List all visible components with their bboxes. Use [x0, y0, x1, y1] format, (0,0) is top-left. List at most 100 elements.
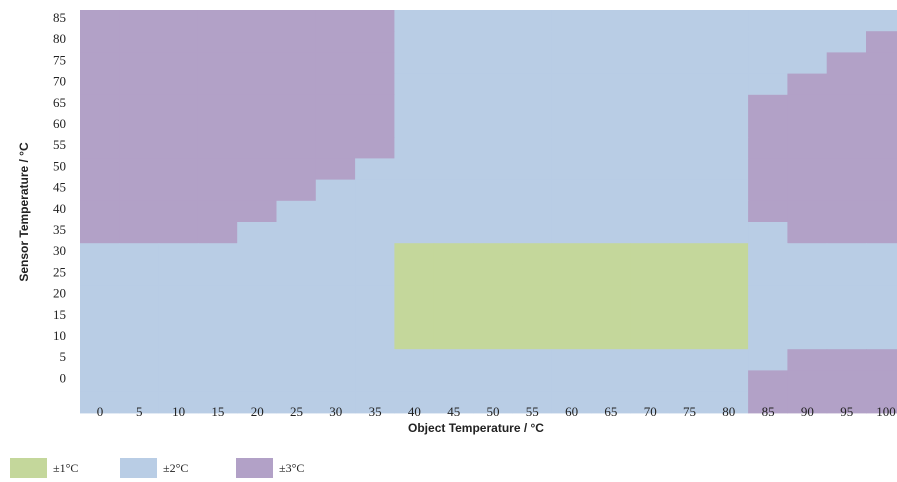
heatmap-cell	[119, 94, 160, 117]
heatmap-cell	[590, 94, 631, 117]
heatmap-cell	[787, 137, 828, 159]
heatmap-cell	[433, 391, 474, 414]
heatmap-cell	[119, 158, 160, 181]
heatmap-cell	[315, 370, 356, 393]
heatmap-cell	[590, 243, 631, 265]
heatmap-cell	[197, 137, 238, 159]
heatmap-cell	[787, 116, 828, 138]
heatmap-cell	[473, 158, 513, 181]
y-tick-label: 25	[53, 264, 66, 279]
heatmap-cell	[826, 73, 867, 96]
heatmap-cell	[394, 306, 435, 329]
heatmap-cell	[748, 243, 788, 265]
heatmap-cell	[787, 328, 828, 350]
heatmap-cell	[119, 370, 160, 393]
heatmap-cell	[669, 94, 710, 117]
heatmap-cell	[355, 306, 395, 329]
heatmap-cell	[866, 349, 897, 371]
heatmap-cell	[80, 306, 120, 329]
heatmap-cell	[355, 158, 395, 181]
heatmap-cell	[473, 116, 513, 138]
heatmap-cell	[590, 200, 631, 223]
heatmap-cell	[787, 73, 828, 96]
heatmap-cell	[80, 52, 120, 75]
heatmap-cell	[826, 243, 867, 265]
heatmap-cell	[80, 73, 120, 96]
heatmap-cell	[80, 10, 120, 32]
heatmap-cell	[197, 158, 238, 181]
heatmap-cell	[551, 328, 592, 350]
heatmap-cell	[355, 391, 395, 414]
heatmap-cell	[866, 222, 897, 244]
heatmap-cell	[748, 370, 788, 393]
heatmap-cell	[158, 285, 199, 308]
x-tick-label: 60	[565, 404, 578, 419]
heatmap-cell	[473, 31, 513, 53]
heatmap-cell	[630, 349, 671, 371]
heatmap-cell	[708, 52, 749, 75]
heatmap-cell	[787, 243, 828, 265]
heatmap-cell	[708, 31, 749, 53]
heatmap-cell	[551, 179, 592, 202]
heatmap-cell	[197, 94, 238, 117]
heatmap-cell	[355, 137, 395, 159]
heatmap-cell	[433, 349, 474, 371]
heatmap-cell	[551, 52, 592, 75]
heatmap-cell	[276, 222, 317, 244]
heatmap-cell	[433, 31, 474, 53]
heatmap-cell	[433, 73, 474, 96]
heatmap-cell	[473, 328, 513, 350]
heatmap-cell	[630, 200, 671, 223]
heatmap-cell	[590, 349, 631, 371]
heatmap-cell	[748, 73, 788, 96]
heatmap-cell	[276, 73, 317, 96]
heatmap-cell	[276, 285, 317, 308]
heatmap-cell	[630, 137, 671, 159]
heatmap-cell	[80, 285, 120, 308]
heatmap-cell	[237, 264, 278, 287]
heatmap-cell	[315, 137, 356, 159]
heatmap-cell	[237, 31, 278, 53]
heatmap-cell	[355, 10, 395, 32]
heatmap-cell	[315, 179, 356, 202]
heatmap-cell	[158, 200, 199, 223]
legend-label-3c: ±3°C	[279, 460, 305, 475]
heatmap-cell	[433, 200, 474, 223]
y-tick-label: 10	[53, 328, 66, 343]
heatmap-cell	[826, 94, 867, 117]
heatmap-cell	[512, 10, 553, 32]
heatmap-cell	[826, 200, 867, 223]
heatmap-cell	[355, 200, 395, 223]
heatmap-cell	[708, 349, 749, 371]
heatmap-cell	[866, 285, 897, 308]
heatmap-cell	[237, 391, 278, 414]
heatmap-cell	[473, 200, 513, 223]
heatmap-cell	[748, 179, 788, 202]
heatmap-cell	[630, 285, 671, 308]
heatmap-cell	[748, 222, 788, 244]
heatmap-cell	[708, 391, 749, 414]
legend-swatch-2c	[120, 458, 157, 478]
heatmap-cell	[276, 349, 317, 371]
heatmap-cell	[708, 328, 749, 350]
heatmap-cell	[748, 94, 788, 117]
x-tick-label: 15	[211, 404, 224, 419]
heatmap-cell	[708, 222, 749, 244]
heatmap-cell	[394, 349, 435, 371]
heatmap-cell	[866, 52, 897, 75]
heatmap-cell	[80, 158, 120, 181]
heatmap-cell	[276, 94, 317, 117]
heatmap-cell	[158, 370, 199, 393]
heatmap-cell	[237, 222, 278, 244]
heatmap-cell	[394, 31, 435, 53]
heatmap-cell	[355, 328, 395, 350]
heatmap-cell	[315, 243, 356, 265]
heatmap-cell	[355, 222, 395, 244]
heatmap-cell	[197, 52, 238, 75]
heatmap-cell	[551, 222, 592, 244]
heatmap-cell	[669, 179, 710, 202]
x-tick-label: 30	[329, 404, 342, 419]
heatmap-cell	[433, 370, 474, 393]
heatmap-cell	[669, 222, 710, 244]
